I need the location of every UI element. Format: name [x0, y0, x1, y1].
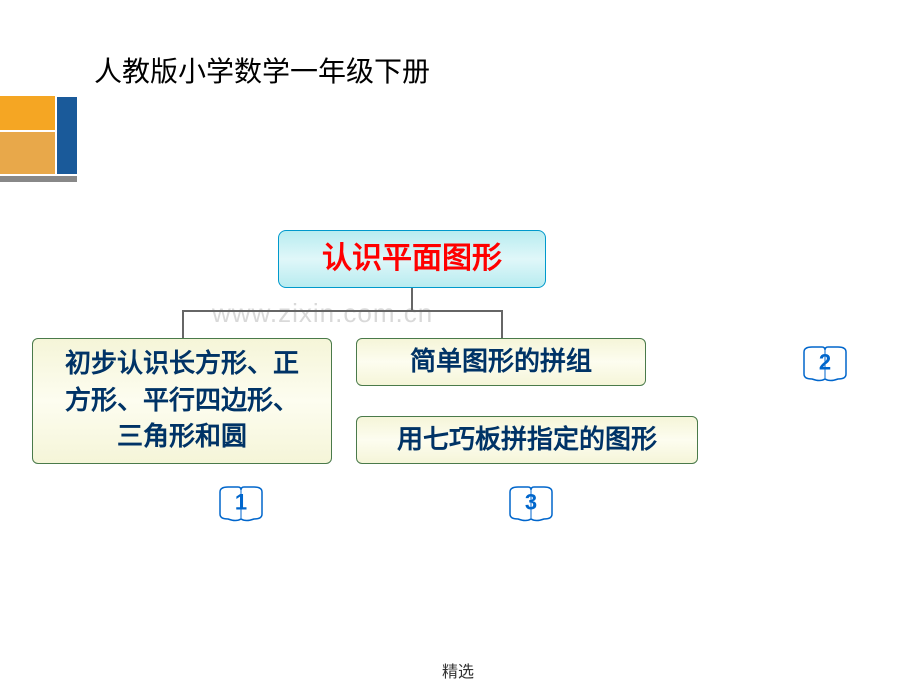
- watermark: www.zixin.com.cn: [212, 298, 433, 329]
- book-icon-3: 3: [506, 484, 556, 524]
- sub-box-1: 初步认识长方形、正 方形、平行四边形、 三角形和圆: [32, 338, 332, 464]
- deco-orange-2: [0, 132, 55, 174]
- sub-box-3-text: 用七巧板拼指定的图形: [397, 422, 657, 458]
- page-title: 人教版小学数学一年级下册: [94, 50, 430, 90]
- connector-v-left: [182, 310, 184, 338]
- connector-v-right: [501, 310, 503, 338]
- main-topic-text: 认识平面图形: [322, 238, 502, 280]
- deco-blue: [57, 97, 77, 174]
- deco-gray-line: [0, 176, 77, 182]
- connector-h: [182, 310, 502, 312]
- book-number-1: 1: [235, 490, 247, 516]
- footer-text: 精选: [442, 658, 474, 682]
- book-icon-1: 1: [216, 484, 266, 524]
- deco-orange-1: [0, 96, 55, 130]
- book-number-3: 3: [525, 490, 537, 516]
- book-number-2: 2: [819, 350, 831, 376]
- book-icon-2: 2: [800, 344, 850, 384]
- sub-box-1-text: 初步认识长方形、正 方形、平行四边形、 三角形和圆: [65, 346, 299, 455]
- sub-box-2-text: 简单图形的拼组: [410, 344, 592, 380]
- sub-box-2: 简单图形的拼组: [356, 338, 646, 386]
- sub-box-3: 用七巧板拼指定的图形: [356, 416, 698, 464]
- connector-v-top: [411, 288, 413, 310]
- main-topic-box: 认识平面图形: [278, 230, 546, 288]
